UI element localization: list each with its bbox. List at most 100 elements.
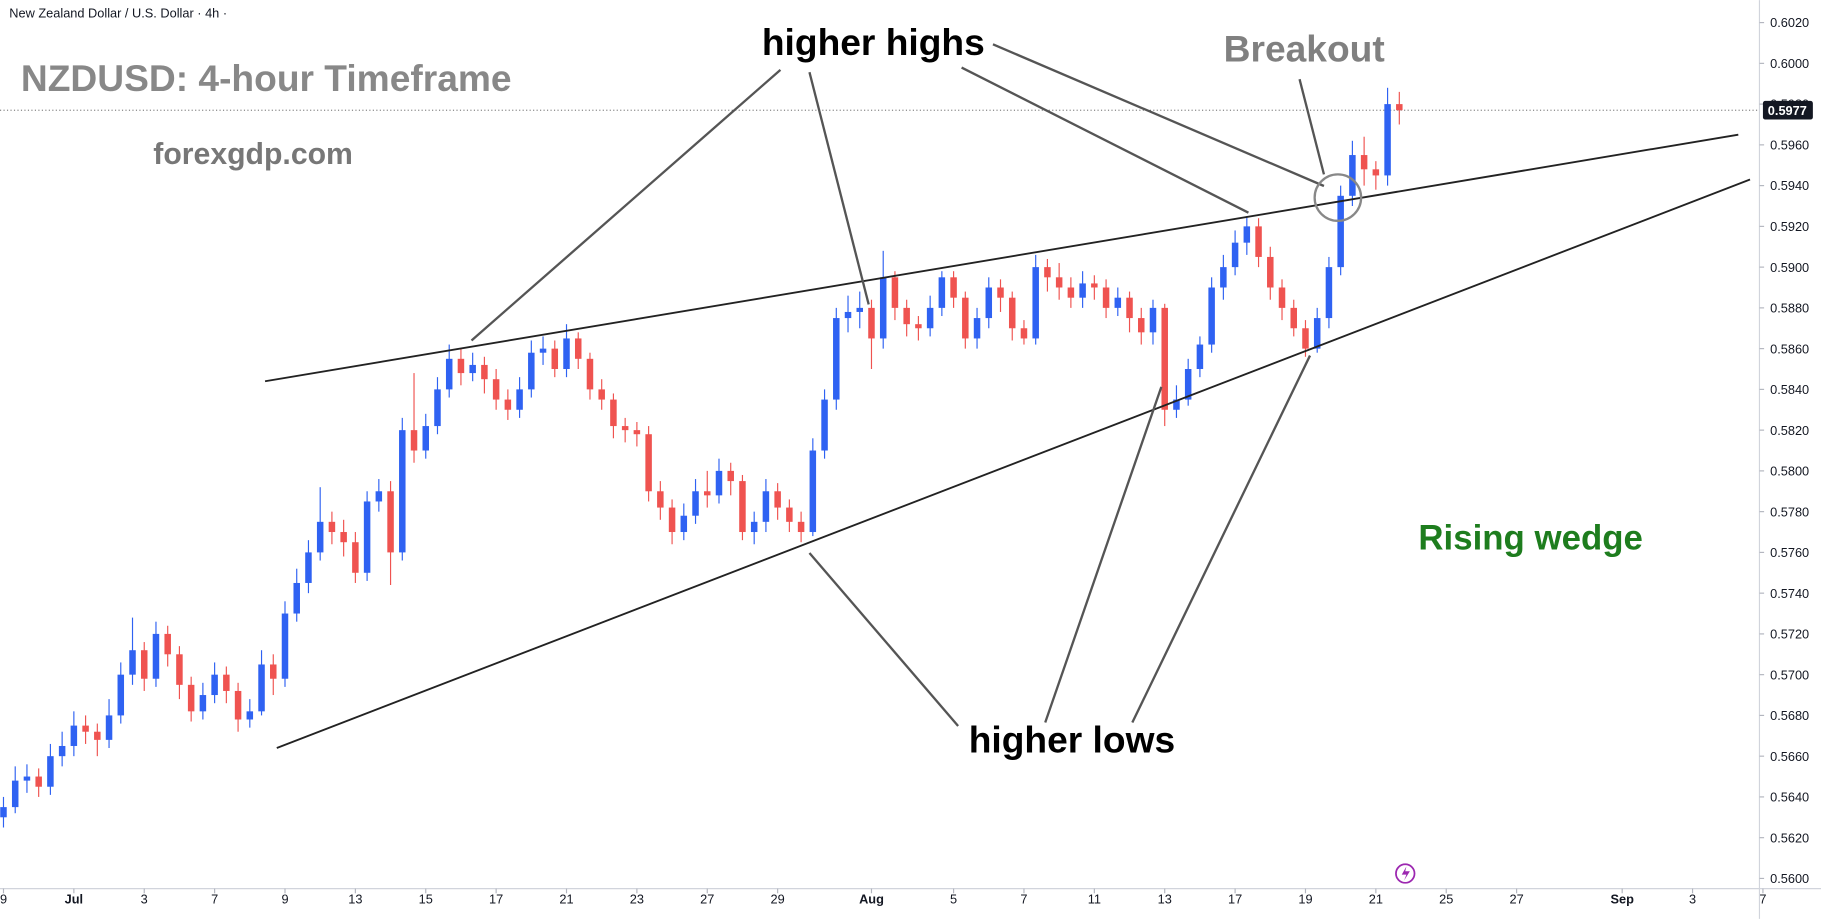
candle-body xyxy=(352,542,359,573)
candle-body xyxy=(598,389,605,400)
pointer-line xyxy=(470,68,782,342)
candle-body xyxy=(1091,283,1098,288)
x-tick-label: 27 xyxy=(1510,892,1524,907)
candle-body xyxy=(574,338,582,359)
candle-body xyxy=(316,521,324,553)
last-price-box xyxy=(1762,100,1813,120)
candle-body xyxy=(1220,267,1227,288)
candle-body xyxy=(457,358,465,374)
candle-body xyxy=(234,690,242,720)
candle-body xyxy=(809,450,817,533)
candle-body xyxy=(1067,287,1075,298)
candle-body xyxy=(516,389,523,410)
candle-body xyxy=(0,807,7,818)
candle-body xyxy=(668,507,676,533)
y-tick-label: 0.5960 xyxy=(1770,138,1809,153)
x-tick-label: 15 xyxy=(419,892,433,907)
alert-icon-bolt xyxy=(1401,866,1410,881)
x-tick-label: 11 xyxy=(1088,892,1101,907)
candle-body xyxy=(774,491,781,508)
candle-body xyxy=(164,633,171,655)
candle-body xyxy=(1161,307,1168,410)
x-tick-label: 17 xyxy=(1228,892,1242,907)
candle-body xyxy=(281,613,289,679)
y-tick-label: 0.5680 xyxy=(1770,708,1809,723)
candle-body xyxy=(375,491,383,502)
chart-subtitle: forexgdp.com xyxy=(153,138,353,171)
y-tick-label: 0.5740 xyxy=(1770,586,1809,601)
candle-body xyxy=(985,287,993,319)
candle-body xyxy=(1372,169,1380,176)
x-tick-label: 7 xyxy=(1759,892,1766,907)
y-tick-label: 0.5780 xyxy=(1770,504,1809,519)
candle-body xyxy=(926,307,934,329)
candle-body xyxy=(879,277,887,339)
candle-body xyxy=(363,501,371,573)
candle-body xyxy=(1337,195,1344,268)
x-tick-label: 29 xyxy=(771,892,785,907)
y-tick-label: 0.5900 xyxy=(1770,260,1809,275)
y-tick-label: 0.5820 xyxy=(1770,423,1809,438)
trendline xyxy=(276,178,1751,749)
x-tick-label: 3 xyxy=(141,892,148,907)
candle-body xyxy=(1255,226,1262,257)
candle-body xyxy=(1020,328,1028,339)
candle-body xyxy=(1032,267,1039,339)
pattern-label: Rising wedge xyxy=(1418,519,1642,558)
x-tick-label: 7 xyxy=(1020,892,1027,907)
candle-body xyxy=(1055,277,1063,288)
pointer-line xyxy=(1298,78,1326,175)
candle-body xyxy=(387,491,394,553)
y-tick-label: 0.6000 xyxy=(1770,56,1809,71)
candle-body xyxy=(223,674,230,691)
candle-body xyxy=(492,379,500,400)
candle-body xyxy=(58,745,66,757)
candle-body xyxy=(750,521,758,533)
x-tick-label: Aug xyxy=(859,892,884,907)
candle-body xyxy=(187,684,195,712)
candle-body xyxy=(856,307,864,312)
candle-body xyxy=(410,430,418,451)
candle-body xyxy=(94,731,101,740)
y-tick-label: 0.5880 xyxy=(1770,301,1809,316)
candle-body xyxy=(1102,287,1110,308)
candle-body xyxy=(633,430,641,435)
candle-body xyxy=(11,780,19,808)
plot-area xyxy=(0,87,1760,828)
candle-body xyxy=(152,633,160,679)
y-tick-label: 0.5720 xyxy=(1770,627,1809,642)
candle-body xyxy=(1243,226,1251,243)
candle-body xyxy=(246,711,254,720)
x-tick-label: 9 xyxy=(0,892,7,907)
candle-body xyxy=(305,552,312,583)
candle-body xyxy=(868,307,875,339)
candle-body xyxy=(47,756,54,787)
x-tick-label: 13 xyxy=(348,892,362,907)
annotation-arrows xyxy=(470,43,1363,727)
candle-body xyxy=(70,725,78,746)
candle-body xyxy=(504,399,512,410)
x-tick-label: 19 xyxy=(1298,892,1312,907)
candle-body xyxy=(786,507,793,522)
y-tick-label: 0.5620 xyxy=(1770,830,1809,845)
candle-body xyxy=(821,399,828,451)
pointer-line xyxy=(808,552,959,727)
candle-body xyxy=(481,364,488,380)
higher-highs-label: higher highs xyxy=(762,21,985,63)
y-tick-label: 0.5860 xyxy=(1770,341,1809,356)
y-tick-label: 0.5940 xyxy=(1770,178,1809,193)
candle-body xyxy=(23,776,31,781)
pointer-line xyxy=(1044,386,1163,723)
x-tick-label: 7 xyxy=(211,892,218,907)
candle-body xyxy=(997,287,1004,298)
y-tick-label: 0.5660 xyxy=(1770,749,1809,764)
x-tick-label: 25 xyxy=(1439,892,1453,907)
candle-body xyxy=(704,491,711,496)
x-tick-label: 9 xyxy=(281,892,288,907)
candle-body xyxy=(35,776,42,787)
candle-body xyxy=(645,434,652,492)
candle-body xyxy=(657,491,664,508)
x-tick-label: 5 xyxy=(950,892,957,907)
